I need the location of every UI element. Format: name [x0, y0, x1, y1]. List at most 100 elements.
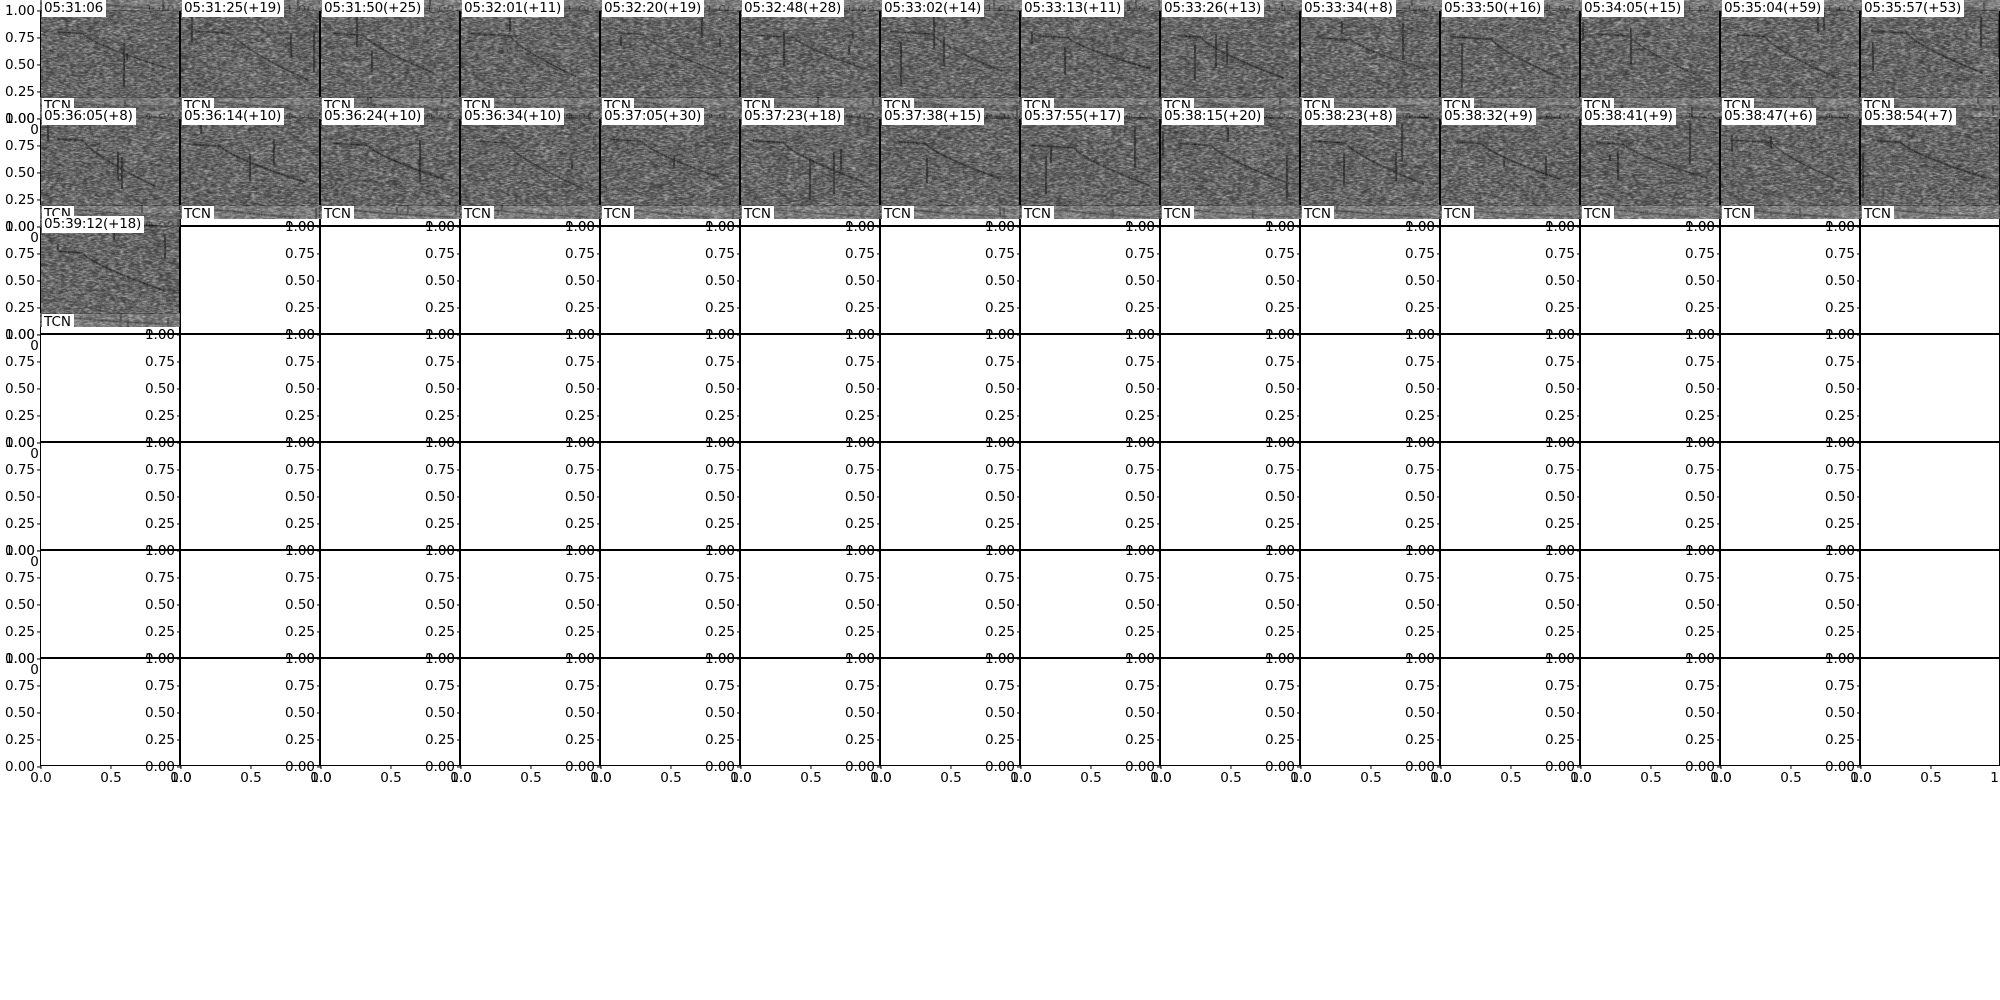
spectrogram-tile[interactable]: 05:34:05(+15) TCN [1580, 0, 1720, 115]
panel-timestamp-label: 05:36:34(+10) [462, 108, 565, 125]
y-tick-mark [1857, 712, 1861, 714]
y-tick-label: 0.25 [564, 408, 595, 424]
spectrogram-tile[interactable]: 05:33:34(+8) TCN [1300, 0, 1440, 115]
x-tick-mark [320, 765, 322, 769]
y-tick-label: 0.50 [564, 705, 595, 721]
y-tick-mark [737, 361, 741, 363]
y-tick-label: 0.75 [1824, 462, 1855, 478]
spectrogram-bleed-bottom [740, 205, 880, 219]
spectrogram-tile[interactable]: 05:38:54(+7) TCN [1860, 105, 2000, 223]
y-tick-mark [597, 307, 601, 309]
spectrogram-image [1440, 118, 1580, 206]
y-tick-mark [1297, 685, 1301, 687]
spectrogram-tile[interactable]: 05:31:25(+19) TCN [180, 0, 320, 115]
y-tick-mark [1577, 739, 1581, 741]
spectrogram-tile[interactable]: 05:38:23(+8) TCN [1300, 105, 1440, 223]
y-tick-label: 1.00 [1124, 651, 1155, 667]
spectrogram-tile[interactable]: 05:37:23(+18) TCN [740, 105, 880, 223]
panel-timestamp-label: 05:31:25(+19) [182, 0, 285, 17]
y-tick-label: 0.50 [704, 597, 735, 613]
spectrogram-bleed-bottom [40, 313, 180, 327]
subplot-axes: 0.000.250.500.751.000.00.51.0 [1825, 652, 2000, 785]
y-tick-mark [317, 631, 321, 633]
y-tick-mark [457, 334, 461, 336]
spectrogram-tile[interactable]: 05:32:48(+28) TCN [740, 0, 880, 115]
spectrogram-tile[interactable]: 05:39:12(+18) TCN [40, 213, 180, 331]
y-tick-label: 1.00 [1544, 219, 1575, 235]
spectrogram-image [1020, 118, 1160, 206]
subplot-axes: 0.000.250.500.751.000.00.51.0 [145, 544, 332, 677]
spectrogram-tile[interactable]: 05:37:38(+15) TCN [880, 105, 1020, 223]
spectrogram-tile[interactable]: 05:33:50(+16) TCN [1440, 0, 1580, 115]
y-tick-mark [737, 280, 741, 282]
spectrogram-canvas [1161, 119, 1299, 205]
spectrogram-tile[interactable]: 05:36:14(+10) TCN [180, 105, 320, 223]
y-tick-mark [457, 226, 461, 228]
y-tick-label: 0.25 [984, 408, 1015, 424]
y-tick-mark [1577, 604, 1581, 606]
y-tick-label: 0.25 [284, 408, 315, 424]
spectrogram-tile[interactable]: 05:33:26(+13) TCN [1160, 0, 1300, 115]
y-tick-label: 0.25 [1264, 516, 1295, 532]
y-tick-mark [1297, 739, 1301, 741]
subplot-axes: 0.000.250.500.751.000.00.51.0 [1825, 544, 2000, 677]
y-tick-mark [1297, 361, 1301, 363]
spectrogram-tile[interactable]: 05:36:24(+10) TCN [320, 105, 460, 223]
spectrogram-tile[interactable]: 05:32:20(+19) TCN [600, 0, 740, 115]
y-tick-label: 0.75 [1684, 246, 1715, 262]
spectrogram-tile[interactable]: 05:37:55(+17) TCN [1020, 105, 1160, 223]
spectrogram-tile[interactable]: 05:37:05(+30) TCN [600, 105, 740, 223]
y-tick-mark [457, 469, 461, 471]
y-tick-mark [1157, 604, 1161, 606]
subplot-axes: 0.000.250.500.751.000.00.51.0 [565, 436, 752, 569]
y-tick-mark [177, 523, 181, 525]
y-tick-label: 0.50 [4, 273, 35, 289]
spectrogram-tile[interactable]: 05:38:41(+9) TCN [1580, 105, 1720, 223]
spectrogram-bleed-bottom [1020, 205, 1160, 219]
y-tick-mark [1437, 442, 1441, 444]
y-tick-label: 0.00 [564, 759, 595, 775]
x-tick-label: 0.0 [590, 770, 612, 786]
spectrogram-canvas [1441, 119, 1579, 205]
y-tick-mark [737, 523, 741, 525]
y-tick-label: 0.75 [4, 138, 35, 154]
y-tick-label: 0.50 [1824, 273, 1855, 289]
panel-timestamp-label: 05:33:34(+8) [1302, 0, 1396, 17]
spectrogram-tile[interactable]: 05:38:47(+6) TCN [1720, 105, 1860, 223]
y-tick-mark [597, 712, 601, 714]
spectrogram-tile[interactable]: 05:36:05(+8) TCN [40, 105, 180, 223]
y-tick-label: 0.25 [4, 516, 35, 532]
y-tick-mark [877, 442, 881, 444]
y-tick-mark [1157, 361, 1161, 363]
spectrogram-tile[interactable]: 05:38:32(+9) TCN [1440, 105, 1580, 223]
y-tick-label: 0.25 [284, 300, 315, 316]
spectrogram-tile[interactable]: 05:31:06 TCN [40, 0, 180, 115]
spectrogram-tile[interactable]: 05:35:57(+53) TCN [1860, 0, 2000, 115]
y-tick-mark [177, 604, 181, 606]
spectrogram-tile[interactable]: 05:35:04(+59) TCN [1720, 0, 1860, 115]
y-tick-mark [37, 10, 41, 12]
subplot-axes: 0.000.250.500.751.000.00.51.0 [5, 436, 192, 569]
y-tick-label: 0.50 [1684, 705, 1715, 721]
y-tick-label: 0.75 [1124, 354, 1155, 370]
spectrogram-tile[interactable]: 05:33:02(+14) TCN [880, 0, 1020, 115]
spectrogram-tile[interactable]: 05:38:15(+20) TCN [1160, 105, 1300, 223]
y-tick-mark [1437, 226, 1441, 228]
spectrogram-tile[interactable]: 05:32:01(+11) TCN [460, 0, 600, 115]
y-tick-mark [597, 496, 601, 498]
spectrogram-tile[interactable]: 05:31:50(+25) TCN [320, 0, 460, 115]
spectrogram-tile[interactable]: 05:33:13(+11) TCN [1020, 0, 1160, 115]
y-tick-mark [317, 334, 321, 336]
y-tick-mark [1857, 604, 1861, 606]
y-tick-label: 0.75 [1404, 462, 1435, 478]
panel-class-label: TCN [882, 206, 914, 223]
y-tick-mark [37, 199, 41, 201]
y-tick-mark [1577, 334, 1581, 336]
y-tick-mark [597, 280, 601, 282]
y-tick-label: 0.25 [1264, 732, 1295, 748]
y-tick-label: 1.00 [144, 651, 175, 667]
y-tick-label: 0.25 [984, 300, 1015, 316]
spectrogram-tile[interactable]: 05:36:34(+10) TCN [460, 105, 600, 223]
panel-class-label: TCN [1582, 206, 1614, 223]
